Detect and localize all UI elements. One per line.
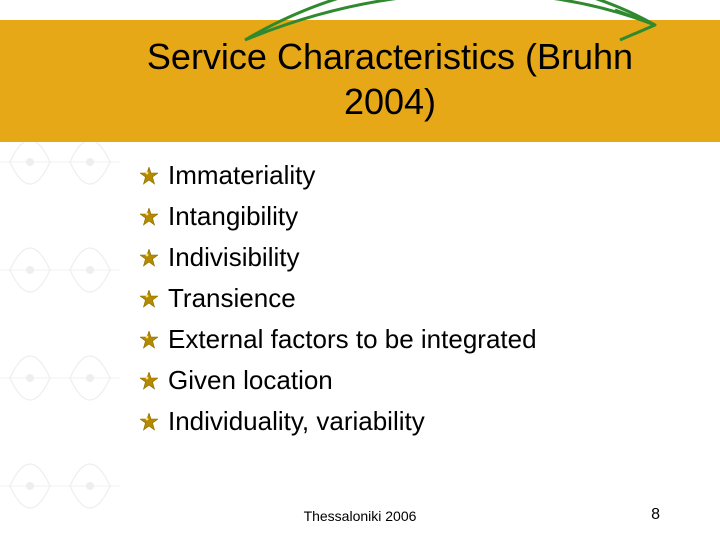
bullet-text: Given location	[168, 365, 333, 396]
list-item: Transience	[140, 283, 537, 314]
list-item: Indivisibility	[140, 242, 537, 273]
bullet-star-icon	[140, 372, 158, 390]
bullet-text: Indivisibility	[168, 242, 300, 273]
footer: Thessaloniki 2006	[0, 508, 720, 524]
bullet-star-icon	[140, 208, 158, 226]
list-item: Intangibility	[140, 201, 537, 232]
bullet-star-icon	[140, 331, 158, 349]
bullet-text: Transience	[168, 283, 296, 314]
bullet-text: Individuality, variability	[168, 406, 425, 437]
bullet-star-icon	[140, 249, 158, 267]
bullet-star-icon	[140, 167, 158, 185]
list-item: Given location	[140, 365, 537, 396]
list-item: Individuality, variability	[140, 406, 537, 437]
list-item: Immateriality	[140, 160, 537, 191]
list-item: External factors to be integrated	[140, 324, 537, 355]
bullet-text: Intangibility	[168, 201, 298, 232]
bullet-text: External factors to be integrated	[168, 324, 537, 355]
footer-text: Thessaloniki 2006	[304, 508, 417, 524]
swoosh-decoration	[240, 0, 660, 60]
bullet-star-icon	[140, 413, 158, 431]
bullet-star-icon	[140, 290, 158, 308]
bullet-list: Immateriality Intangibility Indivisibility…	[140, 160, 537, 447]
bullet-text: Immateriality	[168, 160, 315, 191]
page-number: 8	[651, 506, 660, 524]
